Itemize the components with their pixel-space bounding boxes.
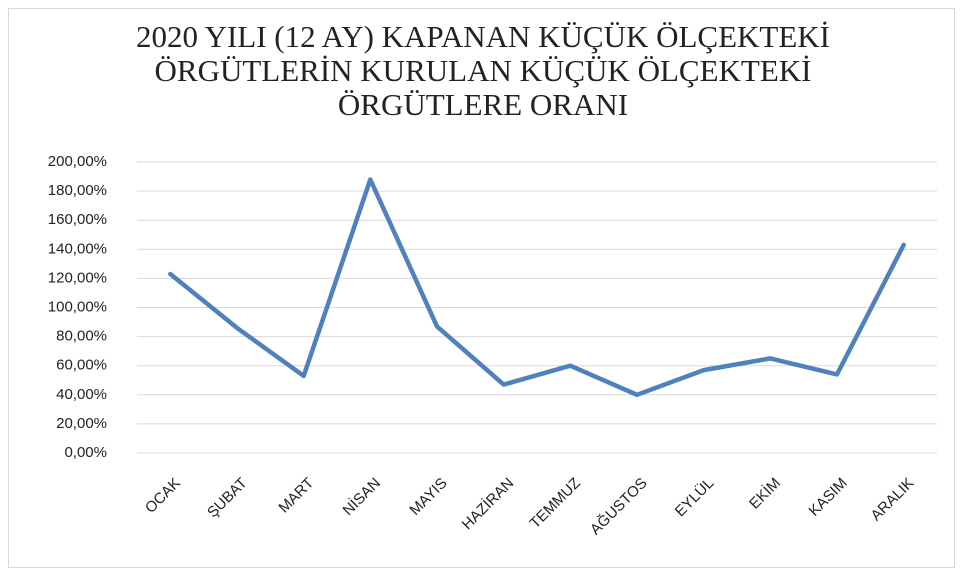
- y-tick-label: 80,00%: [56, 328, 107, 345]
- y-tick-label: 100,00%: [48, 298, 107, 315]
- x-tick-label: EYLÜL: [671, 474, 717, 520]
- y-tick-label: 0,00%: [64, 444, 107, 461]
- chart-frame: [8, 8, 955, 568]
- x-tick-label: HAZİRAN: [458, 474, 517, 533]
- y-tick-label: 120,00%: [48, 269, 107, 286]
- x-tick-label: ARALIK: [868, 475, 918, 525]
- chart-title: 2020 YILI (12 AY) KAPANAN KÜÇÜK ÖLÇEKTEK…: [135, 19, 831, 122]
- y-tick-label: 200,00%: [48, 153, 107, 170]
- x-tick-label: ŞUBAT: [204, 475, 251, 522]
- y-tick-label: 160,00%: [48, 211, 107, 228]
- x-tick-label: OCAK: [142, 475, 184, 517]
- y-tick-label: 140,00%: [48, 240, 107, 257]
- x-tick-label: MART: [275, 475, 317, 517]
- x-tick-label: AĞUSTOS: [587, 475, 651, 539]
- x-tick-label: EKİM: [745, 474, 784, 513]
- y-tick-label: 40,00%: [56, 386, 107, 403]
- x-tick-label: NİSAN: [339, 474, 384, 519]
- y-tick-label: 180,00%: [48, 182, 107, 199]
- x-tick-label: KASIM: [806, 475, 851, 520]
- x-tick-label: MAYIS: [406, 475, 450, 519]
- x-tick-label: TEMMUZ: [527, 475, 584, 532]
- data-line: [168, 177, 906, 398]
- y-tick-label: 20,00%: [56, 415, 107, 432]
- y-tick-label: 60,00%: [56, 357, 107, 374]
